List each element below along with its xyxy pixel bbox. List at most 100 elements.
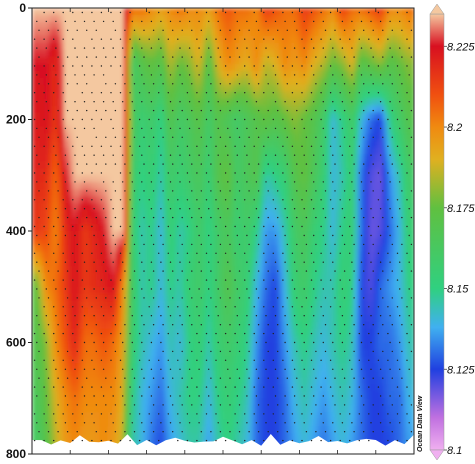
heatmap-cell [167, 265, 173, 274]
heatmap-cell [171, 314, 177, 323]
heatmap-cell [270, 84, 276, 93]
heatmap-cell [215, 175, 220, 184]
heatmap-cell [71, 147, 77, 156]
heatmap-cell [258, 405, 264, 413]
heatmap-cell [59, 405, 65, 413]
heatmap-cell [230, 119, 236, 128]
heatmap-cell [179, 314, 185, 323]
heatmap-cell [67, 370, 73, 379]
heatmap-cell [254, 342, 260, 351]
heatmap-cell [207, 433, 212, 441]
heatmap-cell [290, 21, 296, 30]
heatmap-cell [35, 391, 41, 400]
heatmap-cell [207, 419, 212, 427]
heatmap-cell [234, 398, 240, 407]
heatmap-cell [143, 237, 149, 246]
heatmap-cell [274, 210, 280, 218]
heatmap-cell [266, 70, 272, 79]
heatmap-cell [51, 63, 57, 72]
heatmap-cell [262, 300, 268, 309]
heatmap-cell [270, 391, 276, 400]
heatmap-cell [258, 272, 264, 281]
heatmap-cell [223, 384, 228, 393]
heatmap-cell [286, 147, 292, 156]
heatmap-cell [139, 105, 145, 114]
heatmap-cell [262, 237, 268, 246]
heatmap-cell [238, 126, 244, 135]
heatmap-cell [32, 189, 37, 197]
heatmap-cell [159, 21, 165, 30]
heatmap-cell [310, 391, 316, 400]
heatmap-cell [294, 42, 300, 51]
heatmap-cell [246, 28, 252, 37]
heatmap-cell [302, 231, 308, 239]
heatmap-cell [326, 175, 332, 184]
heatmap-cell [282, 328, 288, 337]
heatmap-cell [75, 286, 81, 295]
heatmap-cell [290, 175, 296, 184]
heatmap-cell [71, 293, 77, 302]
heatmap-cell [266, 133, 272, 142]
heatmap-cell [147, 237, 153, 246]
heatmap-cell [135, 258, 141, 267]
heatmap-cell [159, 405, 165, 413]
heatmap-cell [318, 293, 324, 302]
heatmap-cell [135, 49, 141, 58]
heatmap-cell [191, 196, 196, 204]
heatmap-cell [51, 419, 57, 427]
heatmap-cell [262, 210, 268, 218]
heatmap-cell [159, 189, 165, 197]
heatmap-cell [155, 440, 161, 448]
heatmap-cell [219, 217, 224, 225]
heatmap-cell [286, 391, 292, 400]
heatmap-cell [63, 224, 69, 232]
heatmap-cell [147, 105, 153, 114]
heatmap-cell [219, 321, 224, 330]
heatmap-cell [262, 356, 268, 365]
heatmap-cell [123, 300, 129, 309]
heatmap-cell [334, 84, 340, 93]
heatmap-cell [59, 370, 65, 379]
heatmap-cell [179, 349, 185, 358]
heatmap-cell [322, 28, 328, 37]
heatmap-cell [306, 126, 312, 135]
heatmap-cell [215, 42, 220, 51]
heatmap-cell [151, 231, 157, 239]
heatmap-cell [43, 433, 49, 441]
heatmap-cell [147, 42, 153, 51]
heatmap-cell [310, 342, 316, 351]
heatmap-cell [223, 349, 228, 358]
heatmap-cell [135, 175, 141, 184]
heatmap-cell [107, 112, 113, 121]
heatmap-cell [171, 286, 177, 295]
heatmap-cell [187, 112, 192, 121]
heatmap-cell [107, 98, 113, 107]
heatmap-cell [139, 314, 145, 323]
heatmap-cell [183, 265, 188, 274]
heatmap-cell [286, 126, 292, 135]
heatmap-cell [238, 203, 244, 211]
heatmap-cell [159, 140, 165, 149]
heatmap-cell [246, 196, 252, 204]
heatmap-cell [83, 356, 89, 365]
heatmap-cell [318, 433, 324, 441]
heatmap-cell [230, 258, 236, 267]
heatmap-cell [79, 231, 85, 239]
heatmap-cell [187, 217, 192, 225]
heatmap-cell [167, 356, 173, 365]
heatmap-cell [270, 244, 276, 253]
heatmap-cell [191, 14, 196, 23]
heatmap-cell [234, 251, 240, 260]
heatmap-cell [318, 384, 324, 393]
heatmap-cell [254, 91, 260, 100]
heatmap-cell [163, 133, 169, 142]
heatmap-cell [119, 244, 125, 253]
heatmap-cell [107, 377, 113, 386]
heatmap-cell [234, 217, 240, 225]
heatmap-cell [155, 237, 161, 246]
heatmap-cell [63, 265, 69, 274]
heatmap-cell [32, 335, 37, 344]
heatmap-cell [191, 49, 196, 58]
heatmap-cell [119, 210, 125, 218]
heatmap-cell [79, 419, 85, 427]
